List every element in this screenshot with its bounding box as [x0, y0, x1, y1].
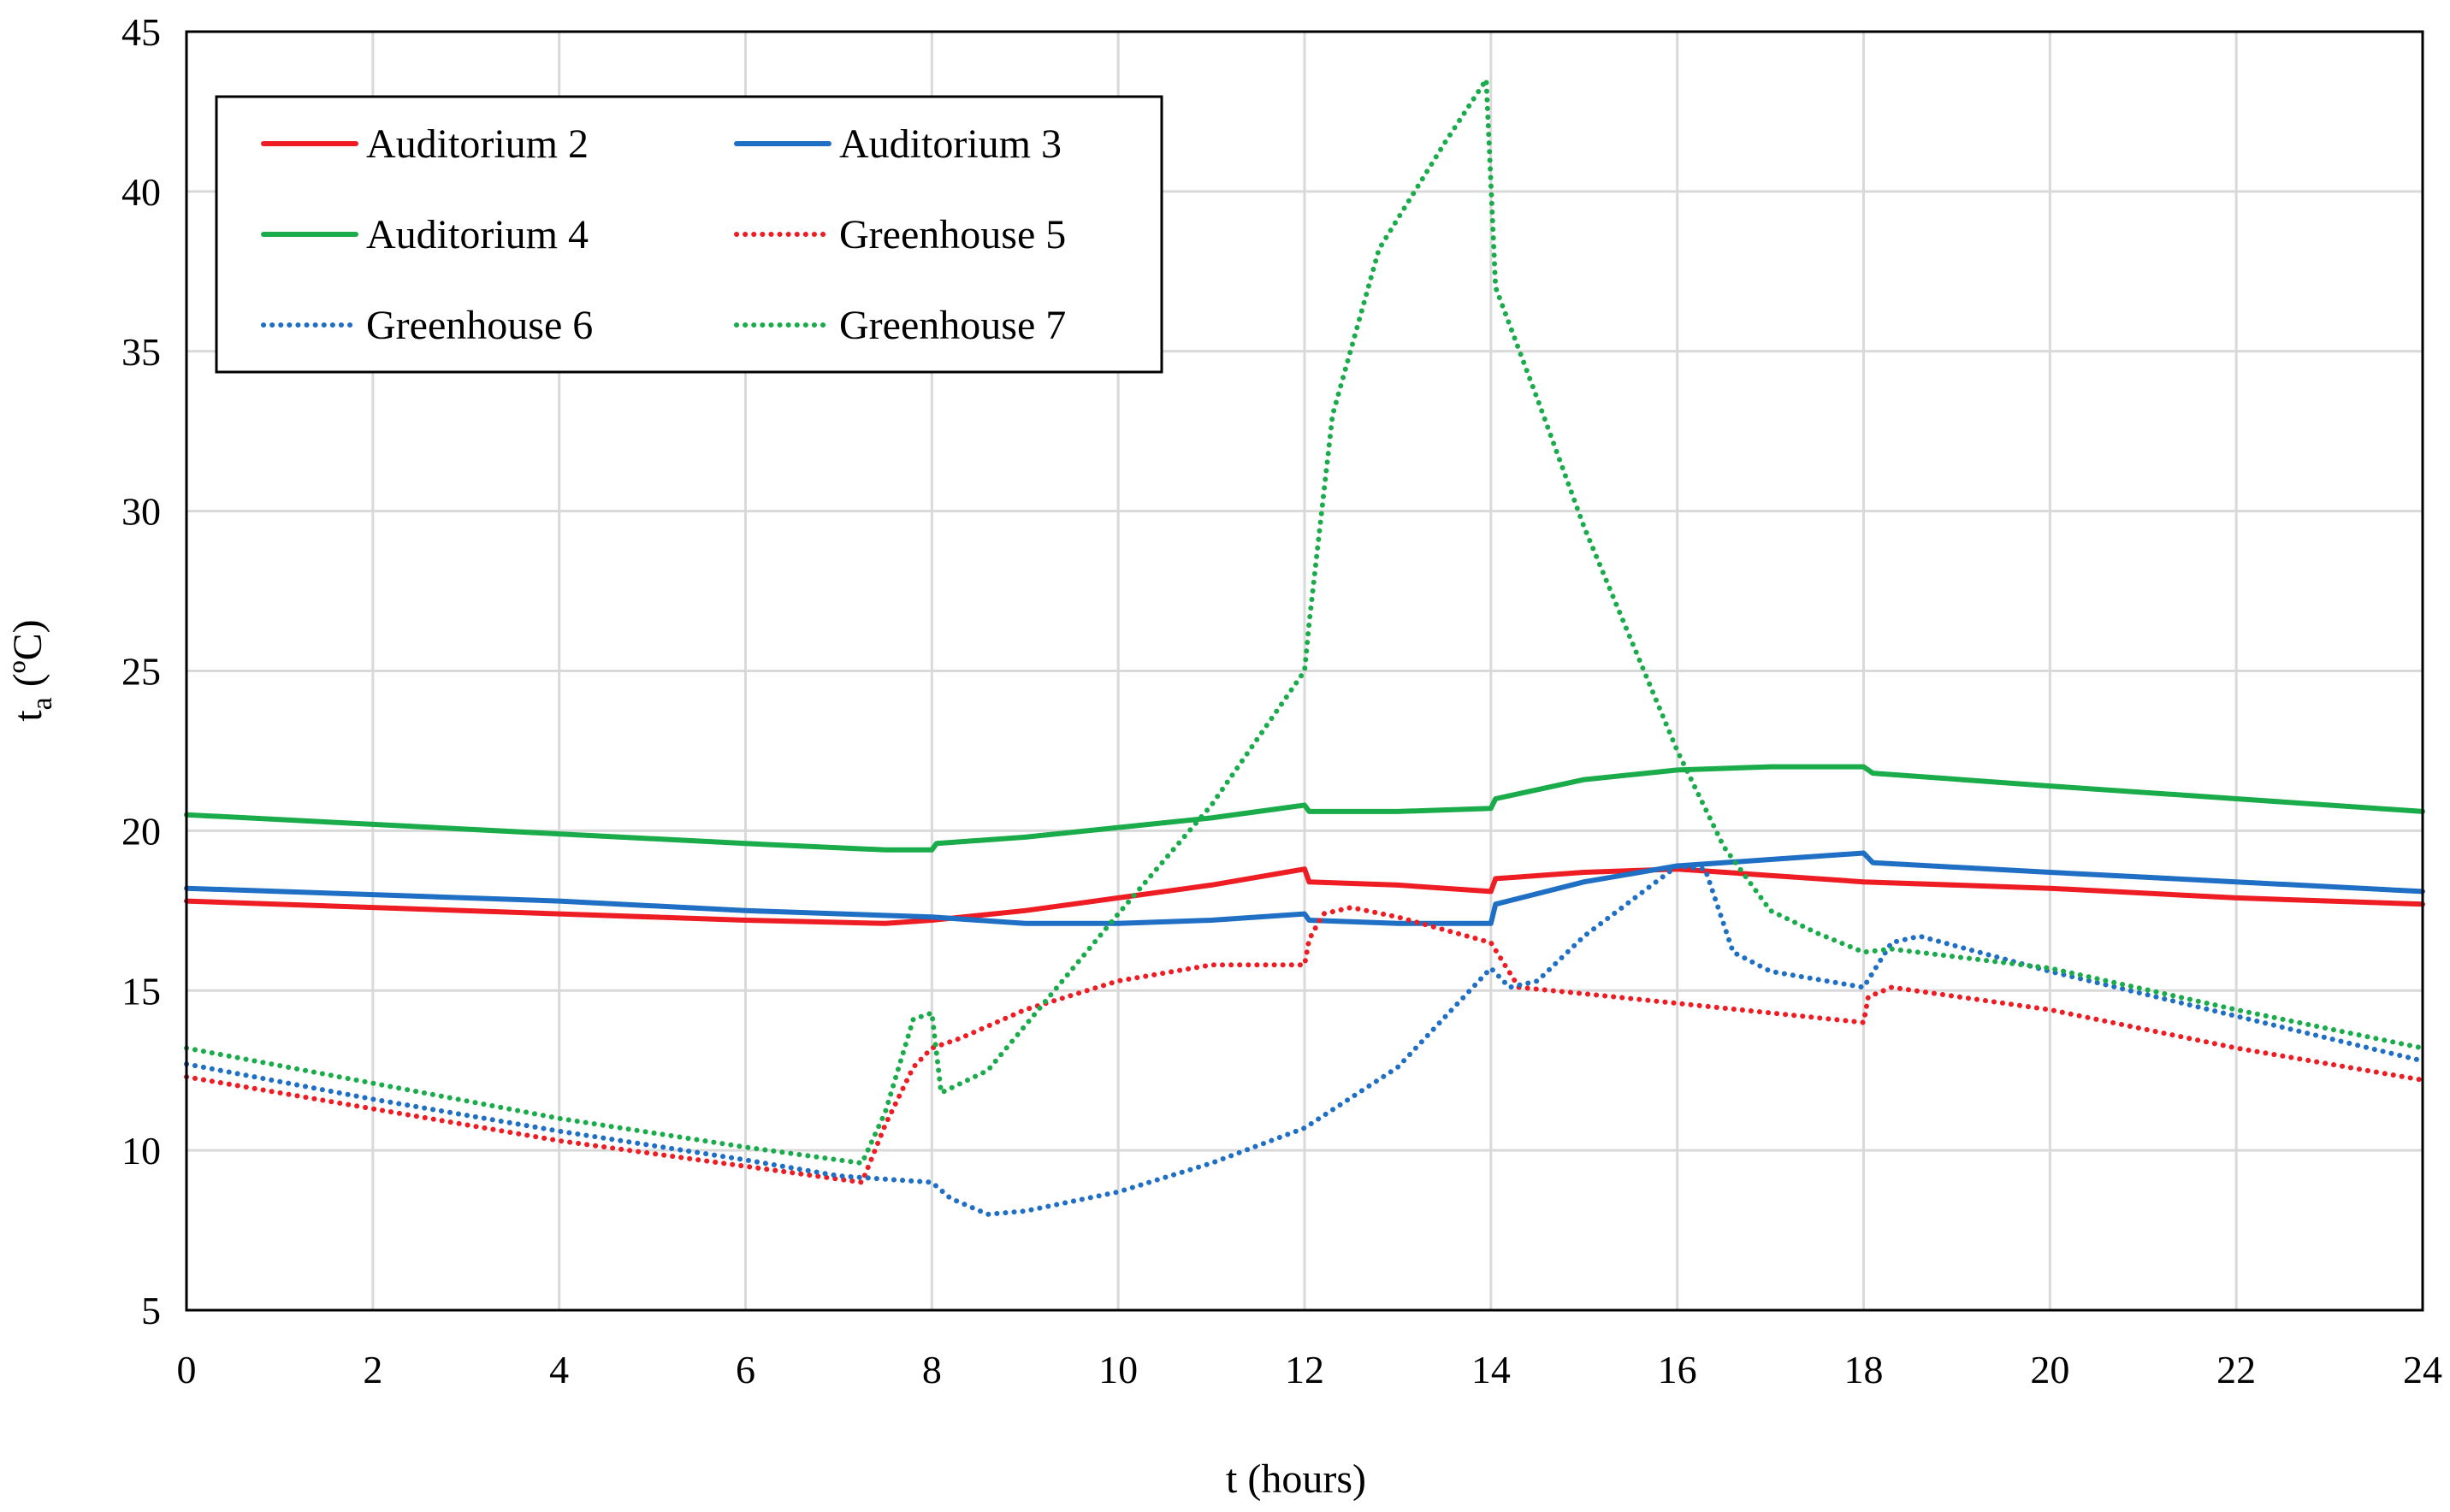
y-axis-ticks: 5 10 15 20 25 30 35 40 45: [121, 10, 161, 1332]
legend-item-auditorium-3: Auditorium 3: [734, 121, 1062, 167]
x-tick-label-16: 16: [1658, 1348, 1697, 1391]
series-greenhouse-5: [184, 905, 2425, 1185]
y-tick-label-15: 15: [121, 969, 161, 1013]
x-tick-label-4: 4: [549, 1348, 569, 1391]
series-lines: [184, 77, 2425, 1217]
x-tick-label-10: 10: [1098, 1348, 1138, 1391]
y-tick-label-40: 40: [121, 170, 161, 214]
series-auditorium-2: [184, 866, 2425, 926]
legend-item-greenhouse-7: Greenhouse 7: [734, 303, 1066, 348]
y-tick-label-25: 25: [121, 650, 161, 694]
x-tick-label-0: 0: [177, 1348, 197, 1391]
legend-label-greenhouse-6: Greenhouse 6: [366, 303, 593, 348]
legend-item-greenhouse-5: Greenhouse 5: [734, 212, 1066, 257]
x-tick-label-6: 6: [736, 1348, 755, 1391]
legend-item-auditorium-4: Auditorium 4: [261, 212, 589, 257]
plot-area-frame: [185, 30, 2424, 1312]
y-tick-label-35: 35: [121, 330, 161, 374]
series-auditorium-3: [184, 850, 2425, 926]
legend-item-greenhouse-6: Greenhouse 6: [261, 303, 593, 348]
legend: Auditorium 2 Auditorium 3 Auditorium 4 Gree…: [215, 95, 1163, 374]
legend-box: [215, 95, 1163, 374]
y-tick-label-5: 5: [141, 1289, 161, 1332]
x-tick-label-24: 24: [2403, 1348, 2442, 1391]
x-axis-ticks: 0 2 4 6 8 10 12 14 16 18 20 22 24: [177, 1348, 2443, 1391]
x-axis-title: t (hours): [1226, 1456, 1366, 1502]
series-greenhouse-7: [184, 77, 2425, 1166]
legend-label-auditorium-3: Auditorium 3: [839, 121, 1062, 167]
x-tick-label-8: 8: [922, 1348, 942, 1391]
series-auditorium-4: [184, 764, 2425, 853]
y-tick-label-20: 20: [121, 809, 161, 853]
x-tick-label-18: 18: [1844, 1348, 1884, 1391]
legend-label-auditorium-4: Auditorium 4: [366, 212, 589, 257]
x-tick-label-22: 22: [2216, 1348, 2256, 1391]
y-tick-label-30: 30: [121, 490, 161, 534]
y-tick-label-10: 10: [121, 1129, 161, 1172]
x-tick-label-12: 12: [1285, 1348, 1324, 1391]
series-greenhouse-6: [184, 863, 2425, 1217]
legend-items: Auditorium 2 Auditorium 3 Auditorium 4 Gree…: [261, 121, 1066, 348]
legend-item-auditorium-2: Auditorium 2: [261, 121, 589, 167]
x-tick-label-2: 2: [363, 1348, 382, 1391]
x-tick-label-14: 14: [1471, 1348, 1511, 1391]
legend-label-auditorium-2: Auditorium 2: [366, 121, 589, 167]
y-axis-title: ta (ºC): [5, 619, 58, 721]
legend-label-greenhouse-7: Greenhouse 7: [839, 303, 1066, 348]
y-tick-label-45: 45: [121, 10, 161, 54]
x-tick-label-20: 20: [2030, 1348, 2069, 1391]
legend-label-greenhouse-5: Greenhouse 5: [839, 212, 1066, 257]
